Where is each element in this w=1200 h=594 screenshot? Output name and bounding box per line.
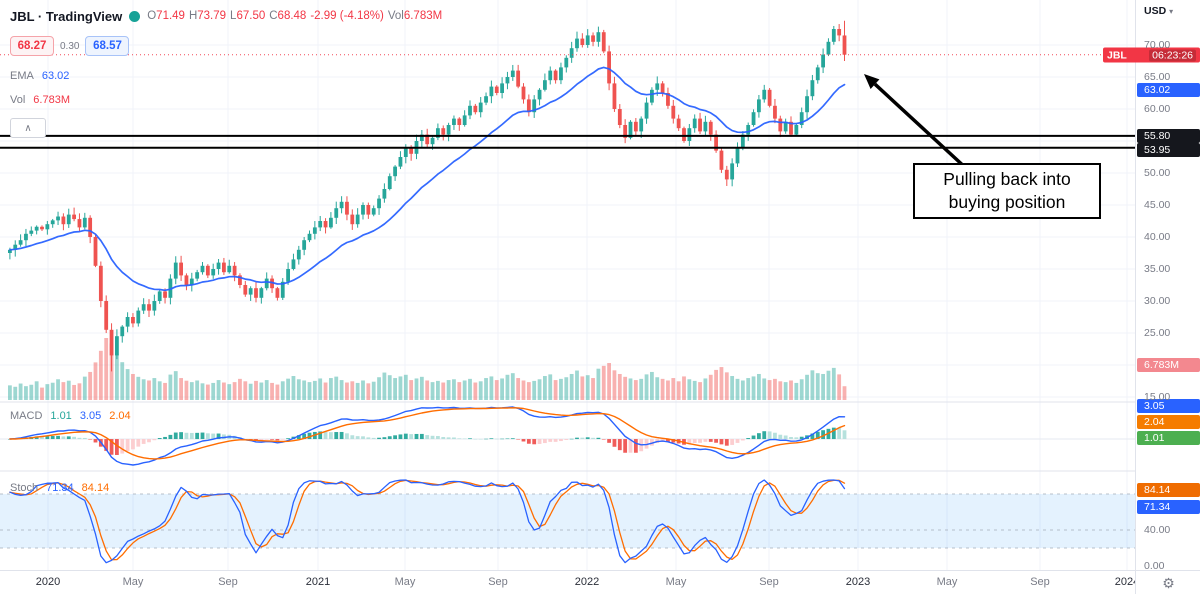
vol-legend-label[interactable]: Vol xyxy=(10,94,26,106)
level-axis-box-1: 55.80 xyxy=(1137,129,1200,143)
annotation-line-1: Pulling back into xyxy=(943,169,1071,189)
ema-axis-box: 63.02 xyxy=(1137,83,1200,97)
stoch-d-axis-box: 84.14 xyxy=(1137,483,1200,497)
time-axis-label: Sep xyxy=(218,576,238,588)
price-tick: 35.00 xyxy=(1144,263,1171,275)
time-axis-label: May xyxy=(665,576,687,588)
time-axis-label: May xyxy=(122,576,144,588)
open-value: 71.49 xyxy=(156,10,185,22)
price-axis[interactable]: USD ▾ JBL 06:23:26 63.02 55.80 53.95 6.7… xyxy=(1103,0,1200,572)
change-value: -2.99 (-4.18%) xyxy=(310,10,384,22)
macd-line-axis-box: 3.05 xyxy=(1137,399,1200,413)
ohlc-readout: O71.49 H73.79 L67.50 C68.48 -2.99 (-4.18… xyxy=(147,10,442,22)
chevron-up-icon: ∧ xyxy=(24,122,32,134)
volume-label: Vol xyxy=(387,10,404,22)
macd-legend[interactable]: MACD 1.01 3.05 2.04 xyxy=(10,410,131,422)
bar-countdown: 06:23:26 xyxy=(1149,49,1196,61)
spread-value: 0.30 xyxy=(60,40,80,52)
currency-label: USD xyxy=(1144,5,1167,17)
axis-settings-corner[interactable]: ⚙ xyxy=(1135,570,1200,594)
currency-selector[interactable]: USD ▾ xyxy=(1144,5,1173,17)
time-axis-label: Sep xyxy=(488,576,508,588)
stoch-tick: 40.00 xyxy=(1144,524,1171,536)
gear-icon: ⚙ xyxy=(1162,574,1175,591)
axis-symbol-label: JBL xyxy=(1107,49,1127,61)
time-axis[interactable]: 2020 May Sep 2021 May Sep 2022 May Sep 2023 May Sep… xyxy=(0,570,1135,594)
macd-label: MACD xyxy=(10,410,43,422)
time-axis-label: 2021 xyxy=(305,576,331,588)
chart-legend: JBL · TradingView O71.49 H73.79 L67.50 C… xyxy=(10,6,442,138)
price-tick: 70.00 xyxy=(1144,39,1171,51)
last-price-countdown-box: JBL 06:23:26 xyxy=(1103,47,1200,63)
buy-button[interactable]: 68.57 xyxy=(85,36,130,56)
macd-hist-axis-box: 1.01 xyxy=(1137,431,1200,445)
ema-legend-value: 63.02 xyxy=(41,70,70,82)
annotation-callout[interactable]: Pulling back into buying position xyxy=(913,163,1101,220)
stoch-k-axis-box: 71.34 xyxy=(1137,500,1200,514)
time-axis-label: 2024 xyxy=(1114,576,1135,588)
time-axis-label: Sep xyxy=(1030,576,1050,588)
close-value: 68.48 xyxy=(277,10,307,22)
vol-legend-value: 6.783M xyxy=(33,94,70,106)
level-axis-box-2: 53.95 xyxy=(1137,143,1200,157)
symbol-title[interactable]: JBL · TradingView xyxy=(10,8,123,24)
price-tick: 50.00 xyxy=(1144,167,1171,179)
price-tick: 45.00 xyxy=(1144,199,1171,211)
sell-button[interactable]: 68.27 xyxy=(10,36,54,56)
annotation-line-2: buying position xyxy=(948,192,1066,213)
time-axis-label: May xyxy=(936,576,958,588)
high-value: 73.79 xyxy=(197,10,227,22)
stoch-label: Stoch xyxy=(10,482,39,494)
time-axis-label: 2022 xyxy=(574,576,600,588)
price-tick: 30.00 xyxy=(1144,295,1171,307)
macd-signal-axis-box: 2.04 xyxy=(1137,415,1200,429)
volume-axis-box: 6.783M xyxy=(1137,358,1200,372)
stoch-d-value: 84.14 xyxy=(81,482,110,494)
macd-signal-value: 2.04 xyxy=(109,410,131,422)
low-label: L xyxy=(230,10,237,22)
macd-hist-value: 1.01 xyxy=(50,410,72,422)
time-axis-label: 2020 xyxy=(35,576,61,588)
stoch-legend[interactable]: Stoch 71.34 84.14 xyxy=(10,482,109,494)
open-label: O xyxy=(147,10,157,22)
stoch-tick: 0.00 xyxy=(1144,560,1165,572)
annotation-arrow[interactable] xyxy=(873,82,970,172)
collapse-panes-button[interactable]: ∧ xyxy=(10,118,46,138)
time-axis-label: May xyxy=(394,576,416,588)
caret-down-icon: ▾ xyxy=(1169,6,1174,16)
stoch-k-value: 71.34 xyxy=(46,482,74,494)
price-tick: 25.00 xyxy=(1144,327,1171,339)
volume-value: 6.783M xyxy=(403,10,443,22)
ema-legend-label[interactable]: EMA xyxy=(10,70,34,82)
macd-line-value: 3.05 xyxy=(79,410,102,422)
time-axis-label: Sep xyxy=(759,576,779,588)
price-tick: 15.00 xyxy=(1144,391,1171,403)
chart-canvas[interactable] xyxy=(0,0,1135,594)
price-tick: 40.00 xyxy=(1144,231,1171,243)
high-label: H xyxy=(188,10,198,22)
symbol-status-icon xyxy=(129,10,141,22)
price-tick: 60.00 xyxy=(1144,103,1171,115)
time-axis-label: 2023 xyxy=(845,576,871,588)
low-value: 67.50 xyxy=(236,10,266,22)
price-tick: 65.00 xyxy=(1144,71,1171,83)
close-label: C xyxy=(269,10,278,22)
